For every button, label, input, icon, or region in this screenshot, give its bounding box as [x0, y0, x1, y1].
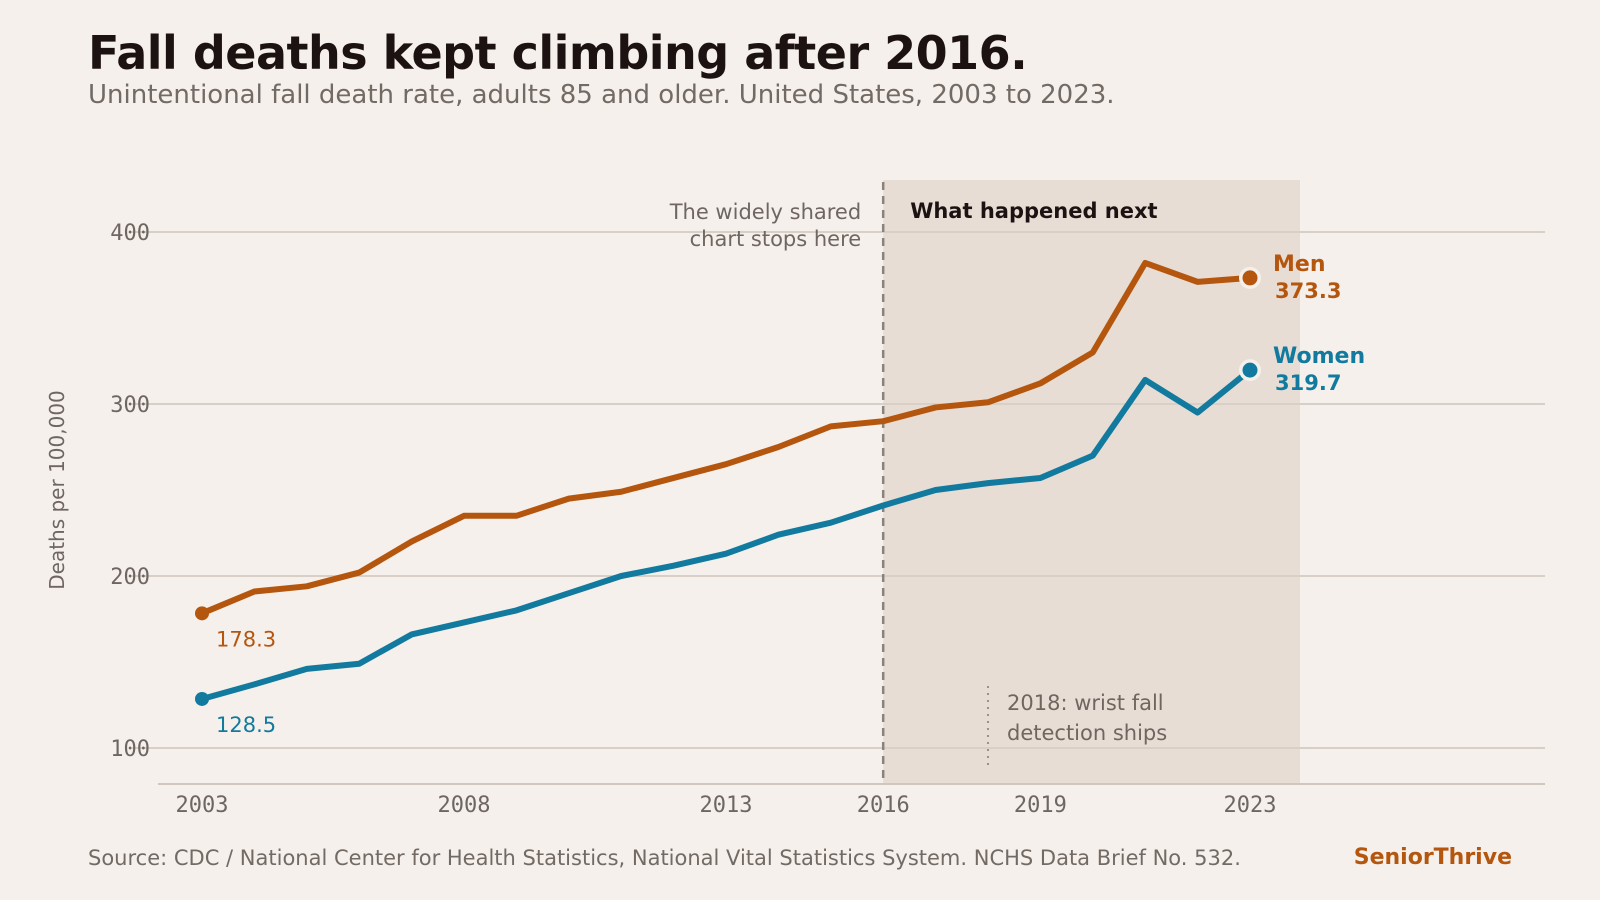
brand-logo: SeniorThrive	[1353, 845, 1512, 870]
y-tick-label: 300	[110, 393, 150, 418]
start-point-men	[195, 606, 209, 621]
x-tick-label: 2019	[1014, 793, 1067, 818]
end-value-label: 319.7	[1275, 371, 1341, 395]
y-tick-label: 100	[110, 737, 150, 762]
event-annotation: 2018: wrist fall	[1007, 691, 1164, 715]
event-annotation: detection ships	[1007, 721, 1167, 745]
start-point-women	[195, 691, 209, 706]
chart-title: Fall deaths kept climbing after 2016.	[88, 26, 1028, 80]
x-tick-label: 2023	[1224, 793, 1277, 818]
shaded-region-label: What happened next	[910, 199, 1157, 223]
x-tick-label: 2016	[857, 793, 910, 818]
end-value-label: 373.3	[1275, 279, 1341, 303]
series-name-label: Women	[1273, 344, 1365, 369]
y-axis-label: Deaths per 100,000	[45, 390, 69, 590]
cutoff-annotation: The widely shared	[669, 200, 861, 224]
series-name-label: Men	[1273, 252, 1325, 277]
y-tick-label: 200	[110, 565, 150, 590]
x-tick-label: 2008	[438, 793, 491, 818]
start-value-label: 128.5	[216, 713, 276, 737]
chart-subtitle: Unintentional fall death rate, adults 85…	[88, 80, 1115, 110]
source-note: Source: CDC / National Center for Health…	[88, 846, 1241, 870]
start-value-label: 178.3	[216, 627, 276, 651]
x-tick-label: 2013	[700, 793, 753, 818]
series-line-men	[199, 259, 1253, 617]
series-line-women	[199, 367, 1253, 702]
end-point-women	[1242, 362, 1258, 378]
end-point-men	[1242, 270, 1258, 286]
x-tick-label: 2003	[176, 793, 229, 818]
y-tick-label: 400	[110, 221, 150, 246]
cutoff-annotation: chart stops here	[690, 227, 862, 251]
